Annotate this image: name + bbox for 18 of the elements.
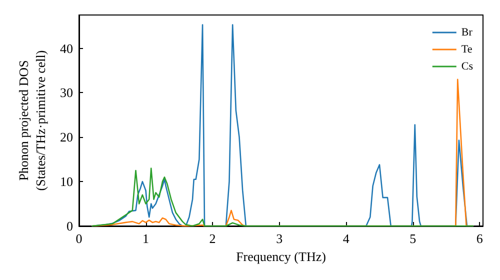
x-tick-label: 6 — [476, 231, 484, 246]
x-tick-label: 4 — [342, 231, 350, 246]
x-tick-label: 5 — [410, 231, 416, 246]
y-tick-label: 30 — [60, 85, 73, 100]
y-tick-label: 10 — [60, 174, 73, 190]
x-tick-label: 3 — [276, 231, 283, 246]
y-axis-title: Phonon projected DOS (States/THz·primitive cell) — [16, 50, 48, 191]
x-tick-label: 2 — [209, 231, 216, 246]
x-tick-label: 0 — [76, 231, 82, 246]
y-tick-label: 0 — [66, 218, 73, 234]
x-axis-title: Frequency (THz) — [236, 249, 326, 264]
legend-label: Br — [461, 26, 473, 38]
y-tick-label: 20 — [60, 130, 73, 145]
y-tick-label: 40 — [60, 40, 73, 56]
legend-label: Te — [461, 44, 472, 56]
line-series — [92, 168, 474, 227]
legend-label: Cs — [461, 60, 474, 72]
x-tick-label: 1 — [142, 231, 150, 246]
